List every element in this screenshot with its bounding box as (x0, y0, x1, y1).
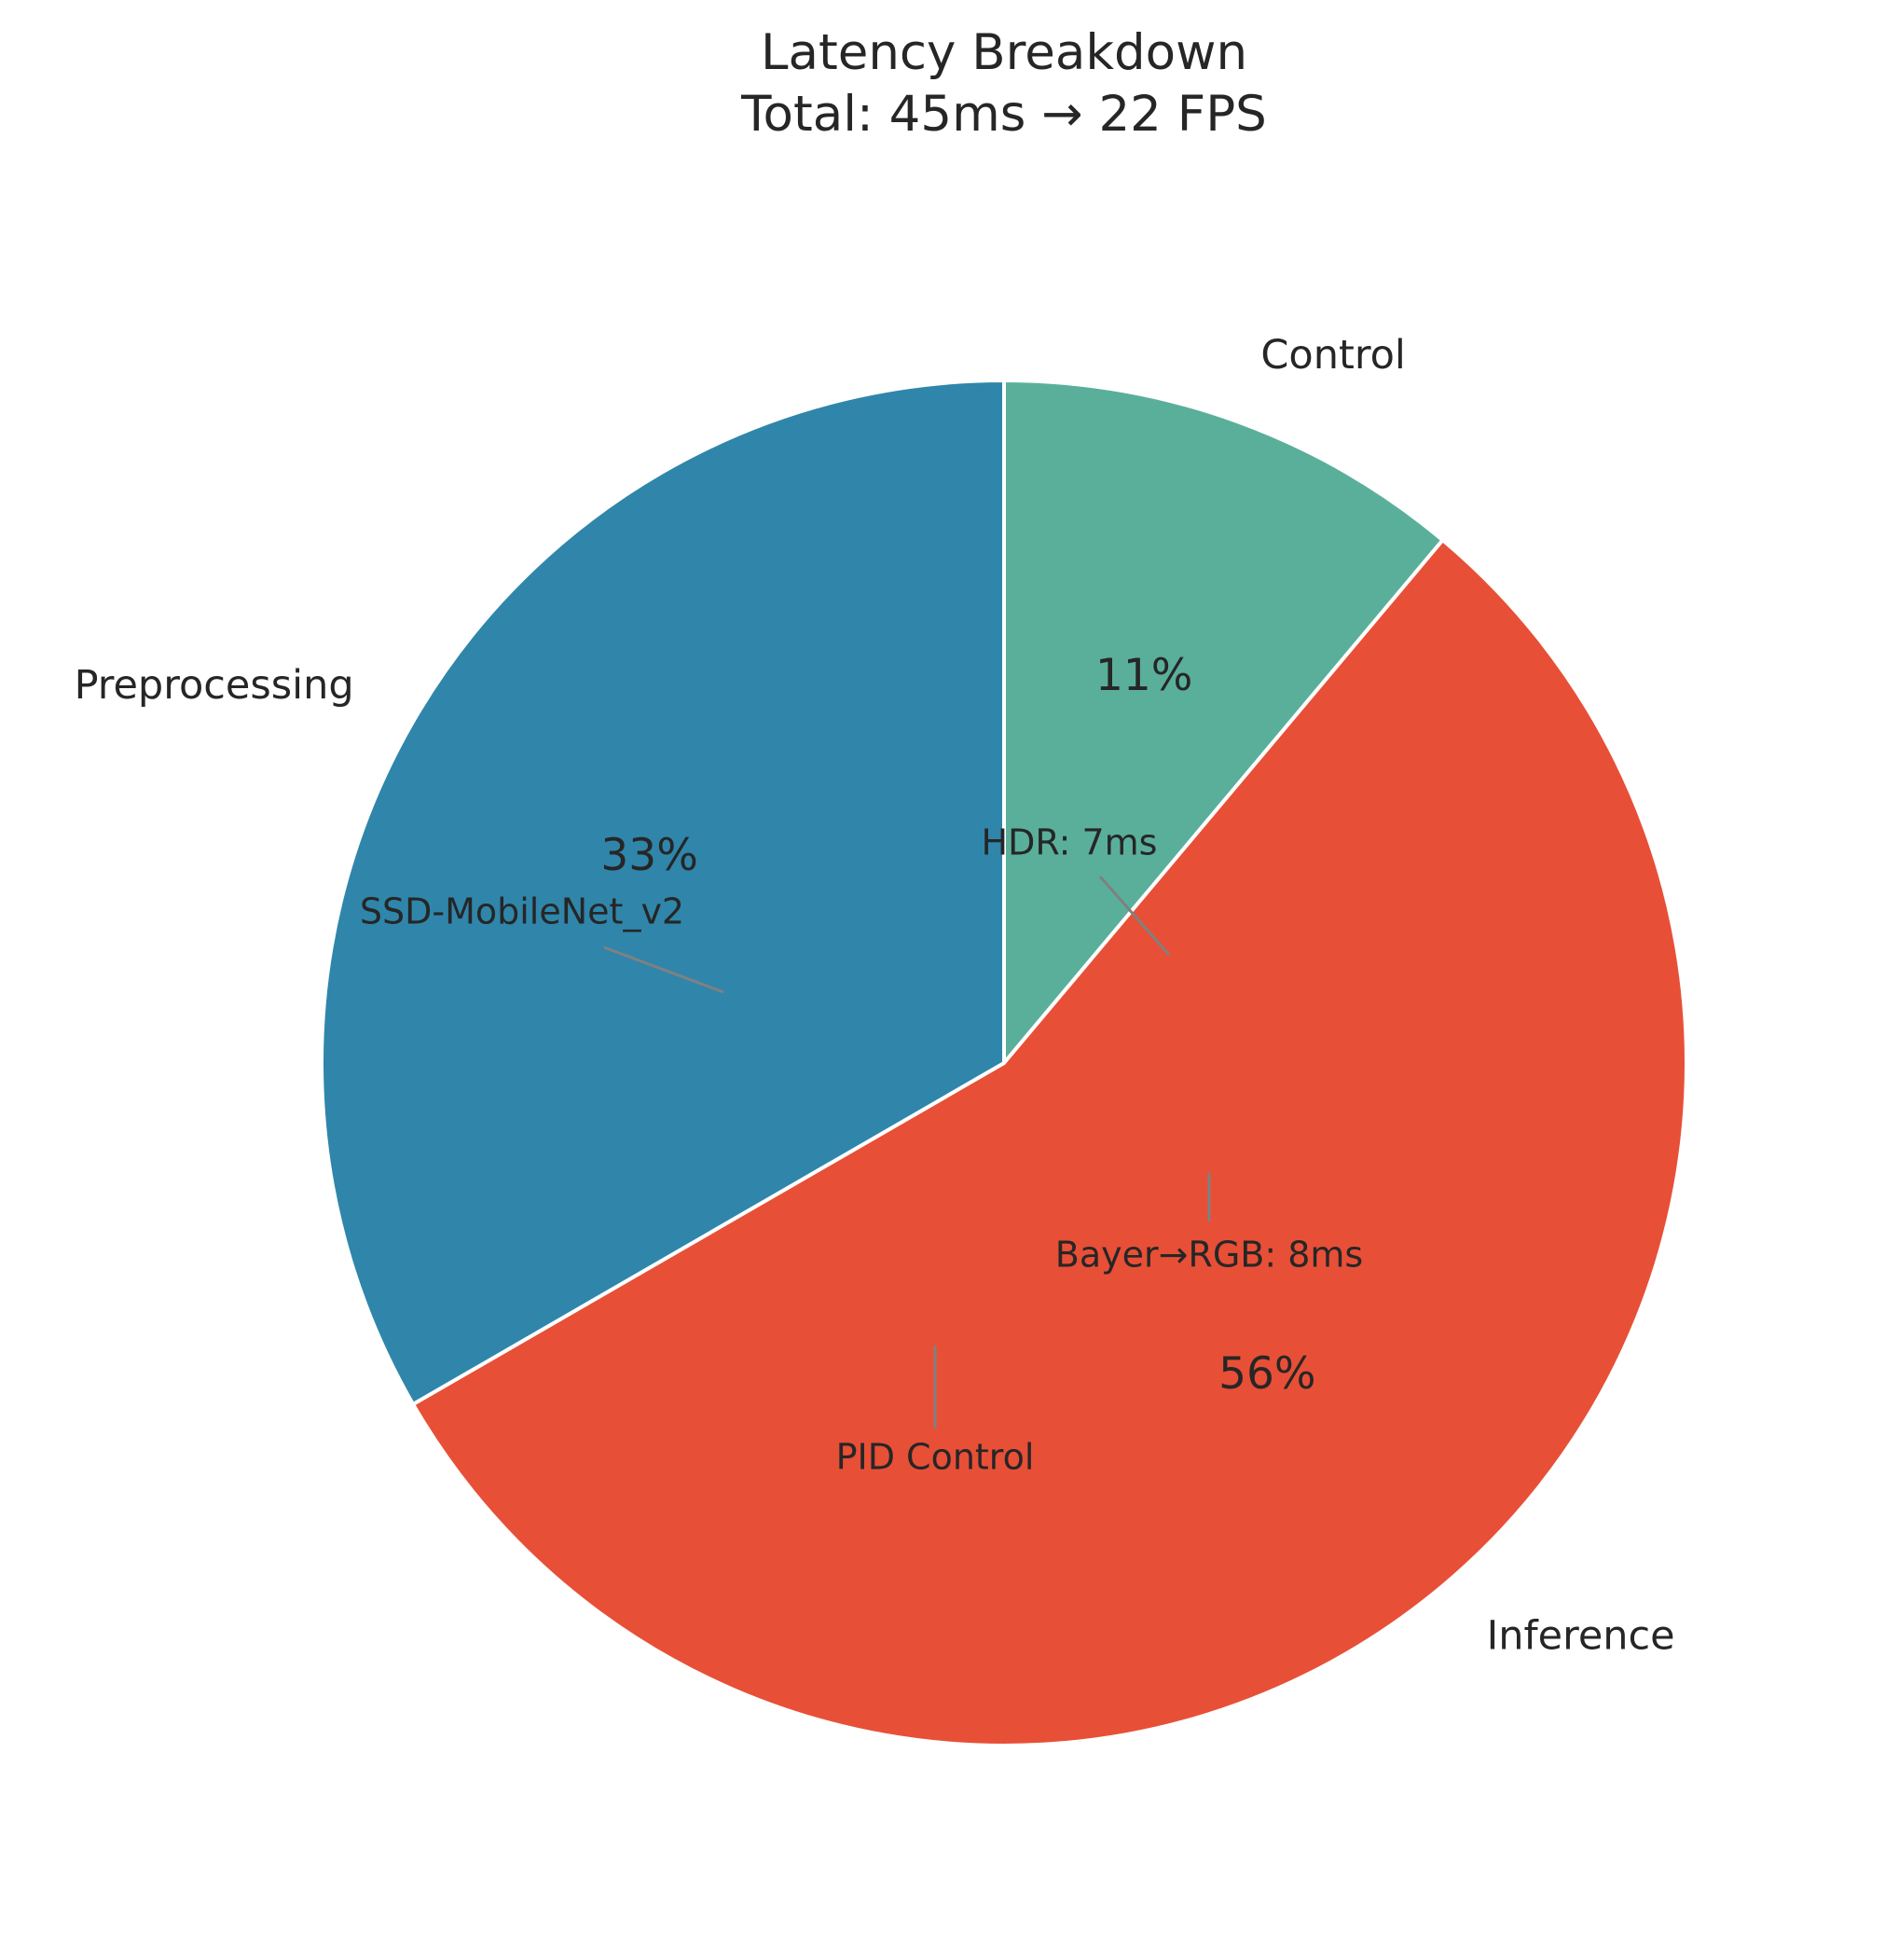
slice-percent-control: 11% (1095, 650, 1192, 701)
pie-labels: Control 11% Inference 56% Preprocessing 33% (75, 332, 1675, 1659)
pie-wedges (319, 379, 1688, 1747)
slice-label-control: Control (1260, 332, 1405, 379)
slice-label-inference: Inference (1487, 1612, 1675, 1659)
annotation-pid-control: PID Control (836, 1437, 1035, 1478)
slice-percent-inference: 56% (1218, 1348, 1315, 1400)
annotation-line-hdr-7ms (1098, 876, 1171, 956)
annotation-line-ssd-mobilenet-v2 (603, 945, 724, 994)
annotation-bayer-rgb-8ms: Bayer→RGB: 8ms (1055, 1235, 1363, 1276)
slice-percent-preprocessing: 33% (600, 830, 697, 881)
slice-label-preprocessing: Preprocessing (75, 662, 354, 709)
annotation-hdr-7ms: HDR: 7ms (982, 822, 1158, 863)
chart-subtitle: Total: 45ms → 22 FPS (740, 86, 1267, 143)
chart-title: Latency Breakdown (761, 24, 1247, 81)
pie-annotations: HDR: 7ms SSD-MobileNet_v2 Bayer→RGB: 8ms PI… (360, 822, 1363, 1478)
pie-slice-preprocessing (319, 379, 1006, 1406)
annotation-ssd-mobilenet-v2: SSD-MobileNet_v2 (360, 891, 684, 932)
pie-slice-inference (411, 538, 1688, 1747)
